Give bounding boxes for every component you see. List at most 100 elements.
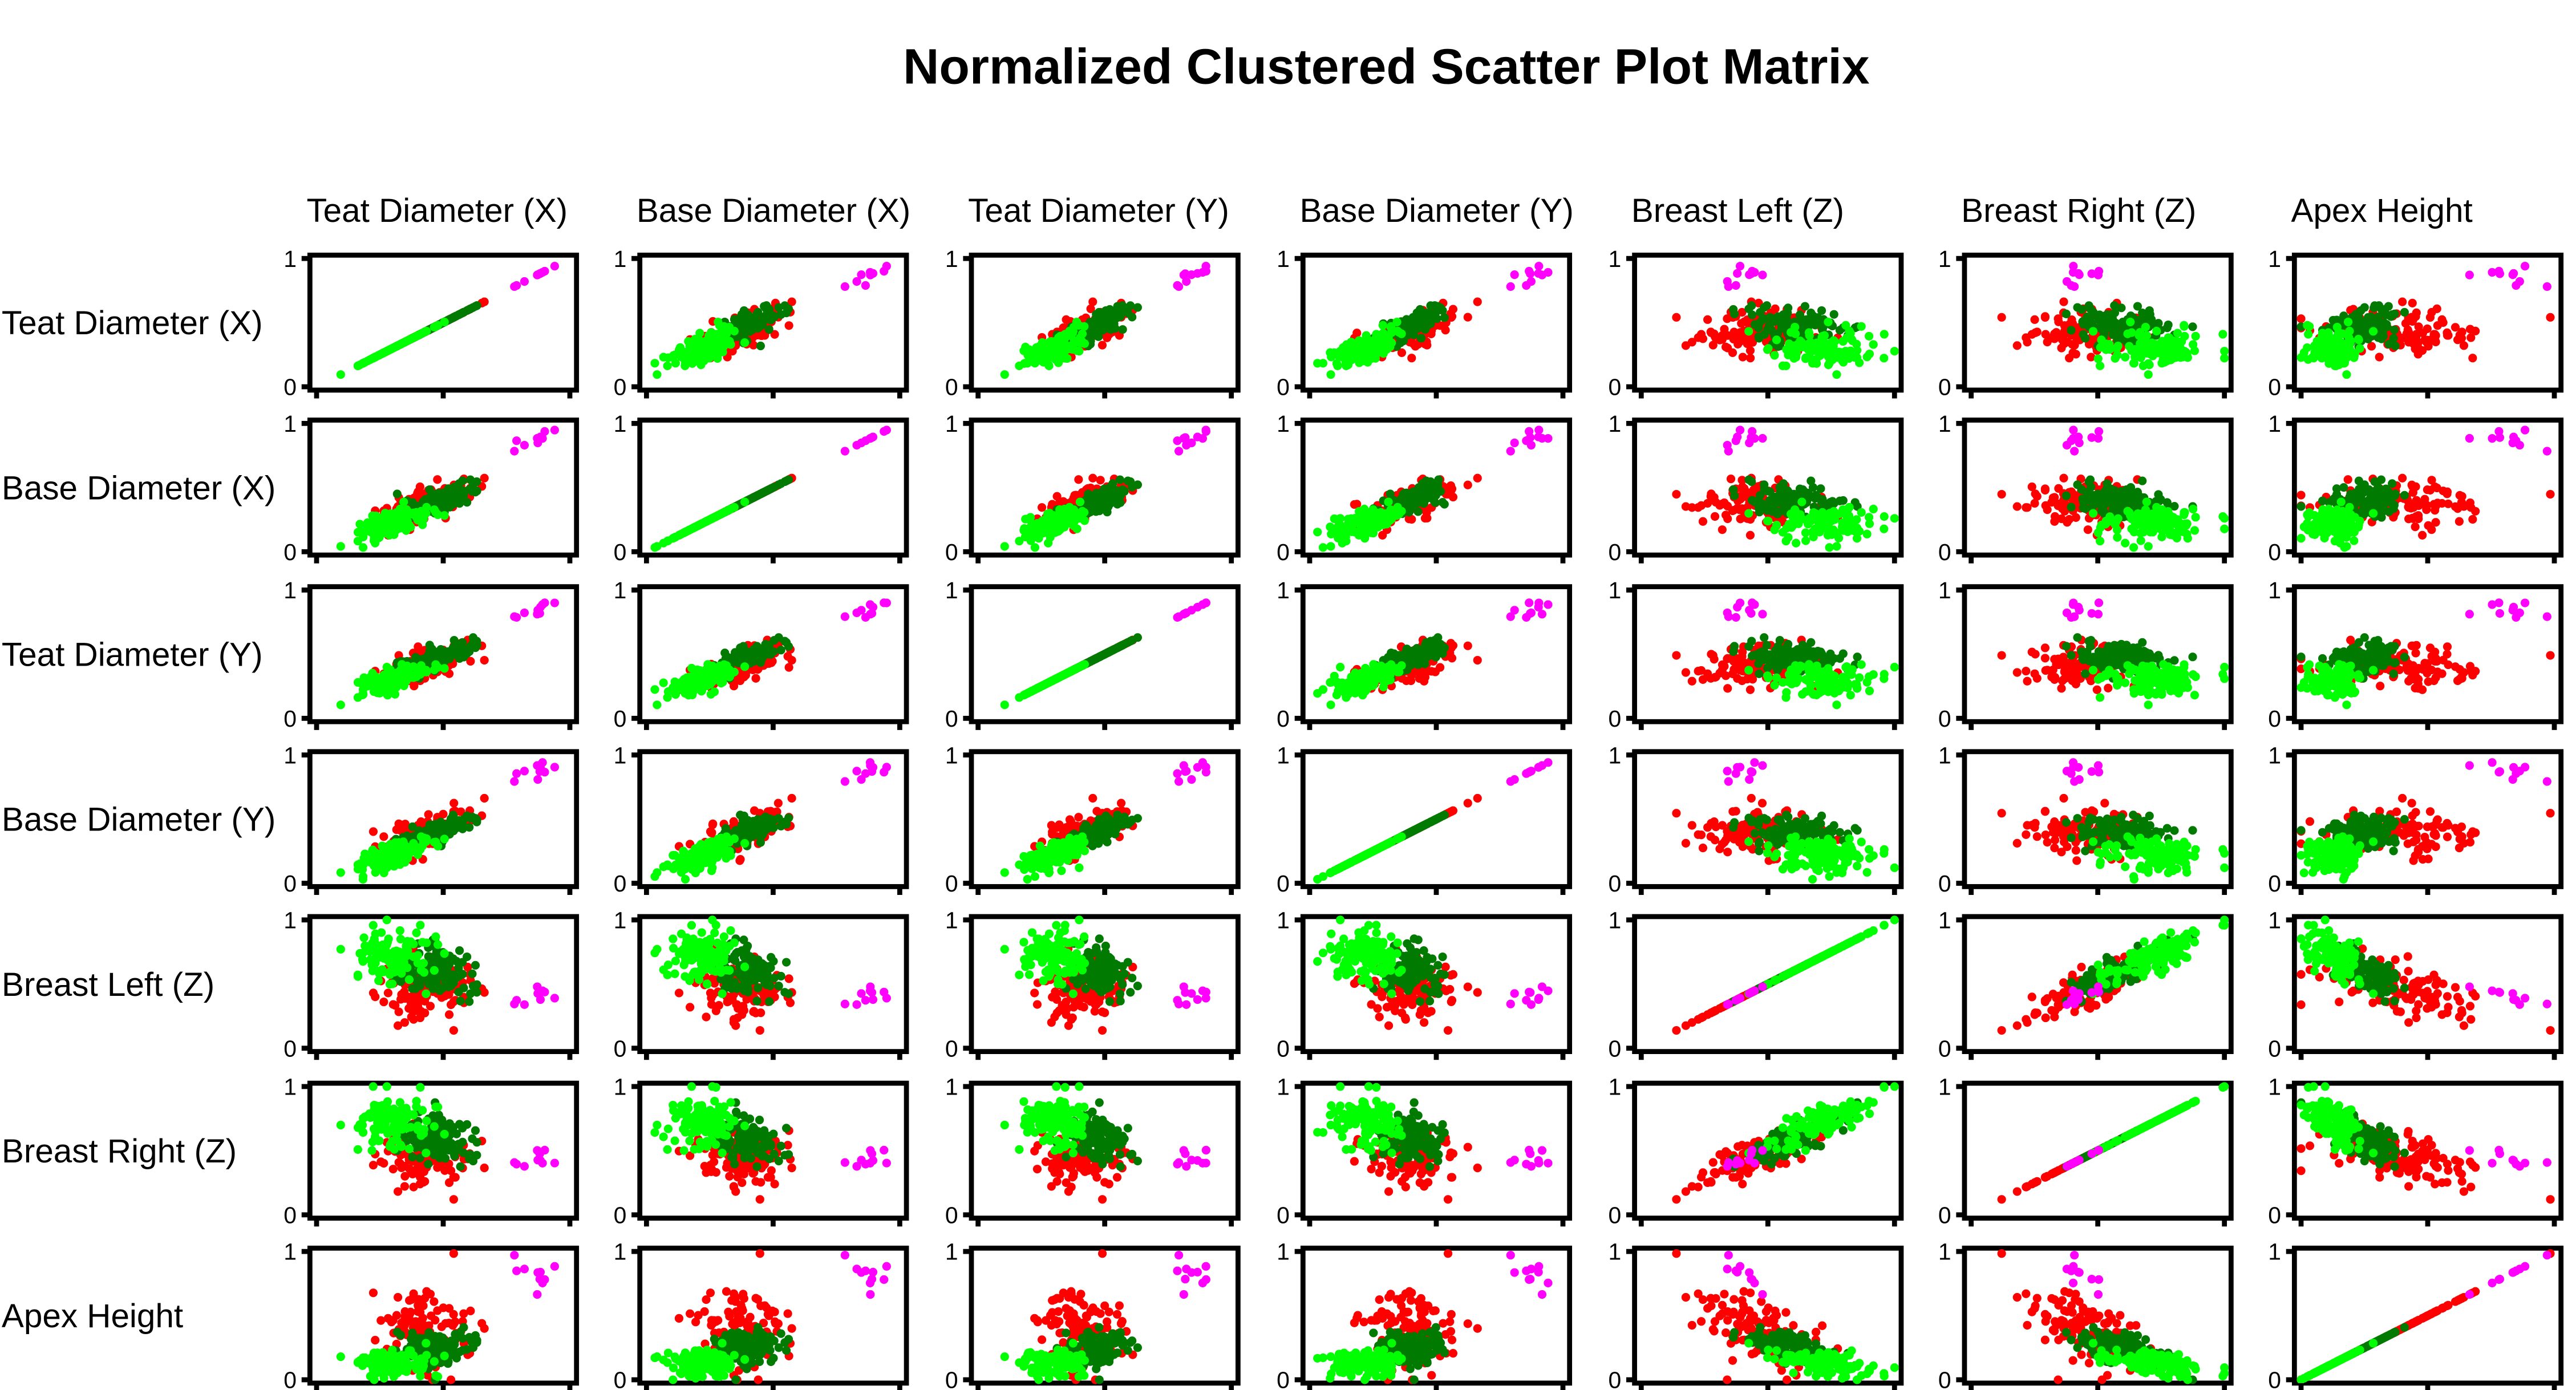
data-point bbox=[1510, 438, 1519, 448]
data-point bbox=[1787, 328, 1796, 337]
data-point bbox=[2075, 270, 2084, 279]
data-point bbox=[1182, 277, 1191, 286]
data-point bbox=[2376, 304, 2386, 314]
y-tick-label: 1 bbox=[945, 411, 958, 437]
data-point bbox=[1744, 509, 1753, 518]
data-point bbox=[2059, 473, 2068, 483]
data-point bbox=[650, 359, 659, 368]
data-point bbox=[1174, 282, 1184, 291]
data-point bbox=[1534, 269, 1543, 278]
data-point bbox=[1347, 527, 1356, 536]
data-point bbox=[2425, 313, 2435, 322]
data-point bbox=[2468, 514, 2477, 524]
data-point bbox=[368, 515, 378, 525]
data-point bbox=[1997, 489, 2006, 499]
data-point bbox=[743, 323, 752, 333]
data-point bbox=[2096, 322, 2105, 331]
data-point bbox=[730, 502, 739, 512]
data-point bbox=[1792, 352, 1801, 362]
data-point bbox=[2379, 331, 2388, 341]
data-point bbox=[377, 519, 386, 528]
data-point bbox=[1103, 508, 1112, 517]
data-point bbox=[1332, 359, 1342, 368]
data-point bbox=[2494, 266, 2504, 276]
data-point bbox=[1672, 313, 1681, 322]
data-point bbox=[406, 522, 415, 532]
scatter-panel: 01 bbox=[614, 246, 909, 400]
data-point bbox=[1744, 327, 1753, 336]
column-label: Teat Diameter (X) bbox=[306, 192, 568, 229]
data-point bbox=[440, 511, 449, 520]
data-point bbox=[2144, 359, 2153, 368]
data-point bbox=[2433, 321, 2442, 330]
data-point bbox=[1824, 317, 1833, 327]
data-point bbox=[2095, 361, 2105, 371]
data-point bbox=[1421, 309, 1431, 318]
y-tick-label: 0 bbox=[945, 539, 958, 565]
data-point bbox=[867, 269, 877, 278]
data-point bbox=[1745, 530, 1755, 540]
data-point bbox=[774, 303, 783, 312]
data-point bbox=[540, 427, 549, 436]
data-point bbox=[2296, 491, 2306, 500]
data-point bbox=[2136, 536, 2145, 545]
data-point bbox=[1422, 322, 1431, 331]
data-point bbox=[2388, 479, 2397, 488]
data-point bbox=[1534, 432, 1543, 441]
data-point bbox=[752, 320, 761, 329]
data-point bbox=[697, 519, 706, 528]
data-point bbox=[2110, 301, 2119, 310]
data-point bbox=[2012, 341, 2022, 350]
data-point bbox=[1800, 302, 1809, 311]
data-point bbox=[2096, 492, 2105, 501]
data-point bbox=[2156, 524, 2166, 533]
column-label: Base Diameter (X) bbox=[637, 192, 910, 229]
data-point bbox=[2407, 313, 2416, 322]
data-point bbox=[2032, 492, 2042, 501]
data-point bbox=[1000, 370, 1009, 379]
data-point bbox=[1065, 502, 1074, 512]
data-point bbox=[1393, 502, 1402, 512]
data-point bbox=[433, 475, 442, 484]
data-point bbox=[1801, 353, 1811, 362]
data-point bbox=[1174, 447, 1184, 456]
data-point bbox=[1829, 310, 1838, 319]
data-point bbox=[520, 440, 529, 450]
data-point bbox=[1797, 338, 1807, 347]
data-point bbox=[1030, 543, 1039, 552]
data-point bbox=[714, 317, 723, 327]
data-point bbox=[1718, 331, 1727, 340]
data-point bbox=[465, 475, 475, 484]
row-label: Breast Left (Z) bbox=[2, 966, 214, 1003]
data-point bbox=[784, 321, 793, 330]
data-point bbox=[1842, 508, 1852, 517]
data-point bbox=[2164, 320, 2173, 330]
data-point bbox=[1526, 277, 1536, 286]
row-label: Breast Right (Z) bbox=[2, 1133, 237, 1170]
data-point bbox=[2350, 536, 2359, 545]
data-point bbox=[418, 520, 427, 529]
data-point bbox=[1423, 513, 1432, 522]
data-point bbox=[1201, 266, 1210, 276]
data-point bbox=[1880, 330, 1889, 339]
data-point bbox=[1703, 315, 1712, 324]
data-point bbox=[2418, 329, 2428, 338]
data-point bbox=[1075, 338, 1085, 347]
data-point bbox=[2126, 483, 2136, 492]
data-point bbox=[2343, 475, 2352, 484]
data-point bbox=[1326, 370, 1335, 379]
data-point bbox=[480, 473, 489, 483]
data-point bbox=[1201, 427, 1210, 436]
data-point bbox=[2404, 502, 2413, 512]
data-point bbox=[2127, 346, 2136, 355]
data-point bbox=[2087, 433, 2096, 442]
data-point bbox=[2067, 326, 2076, 335]
data-point bbox=[1721, 510, 1731, 520]
data-point bbox=[1020, 524, 1029, 533]
data-point bbox=[510, 447, 519, 456]
data-point bbox=[1797, 497, 1807, 506]
data-point bbox=[2093, 528, 2103, 537]
data-point bbox=[2400, 491, 2409, 500]
data-point bbox=[1733, 269, 1742, 278]
data-point bbox=[2390, 491, 2399, 500]
